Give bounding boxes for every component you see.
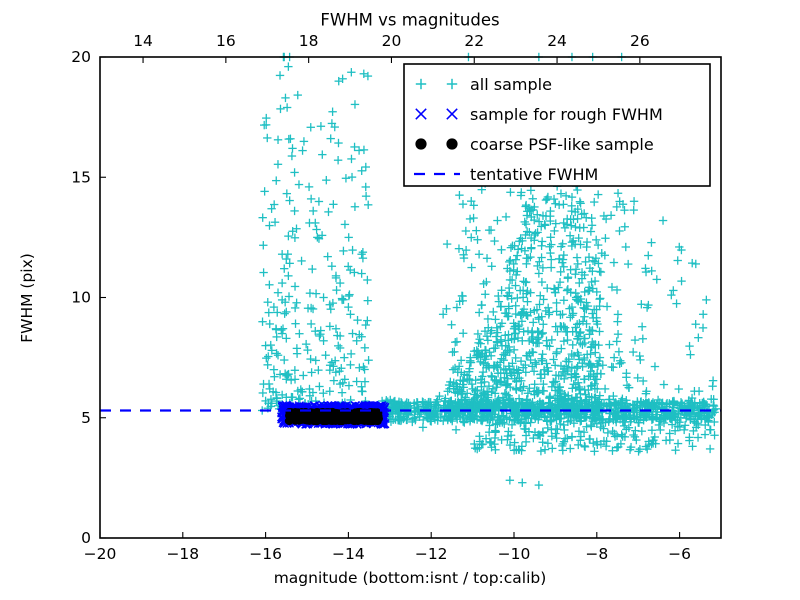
chart-title: FWHM vs magnitudes [320,11,499,30]
